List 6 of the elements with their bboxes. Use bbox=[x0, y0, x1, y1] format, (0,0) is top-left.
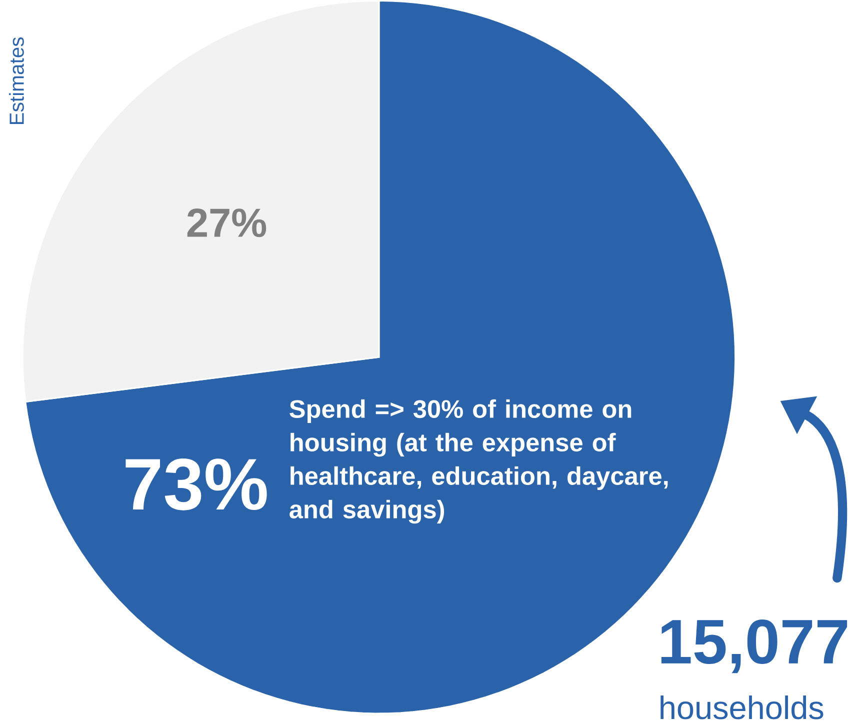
text: households bbox=[660, 696, 824, 720]
text: Estimates bbox=[9, 38, 24, 124]
slice-label: Spend => 30% of income on housing (at the expense of healthcare, education, daycare, and savings) bbox=[290, 400, 668, 524]
text: 15,077 bbox=[661, 620, 848, 674]
data-label: 27% bbox=[187, 208, 266, 238]
data-label: 73% bbox=[126, 458, 267, 510]
